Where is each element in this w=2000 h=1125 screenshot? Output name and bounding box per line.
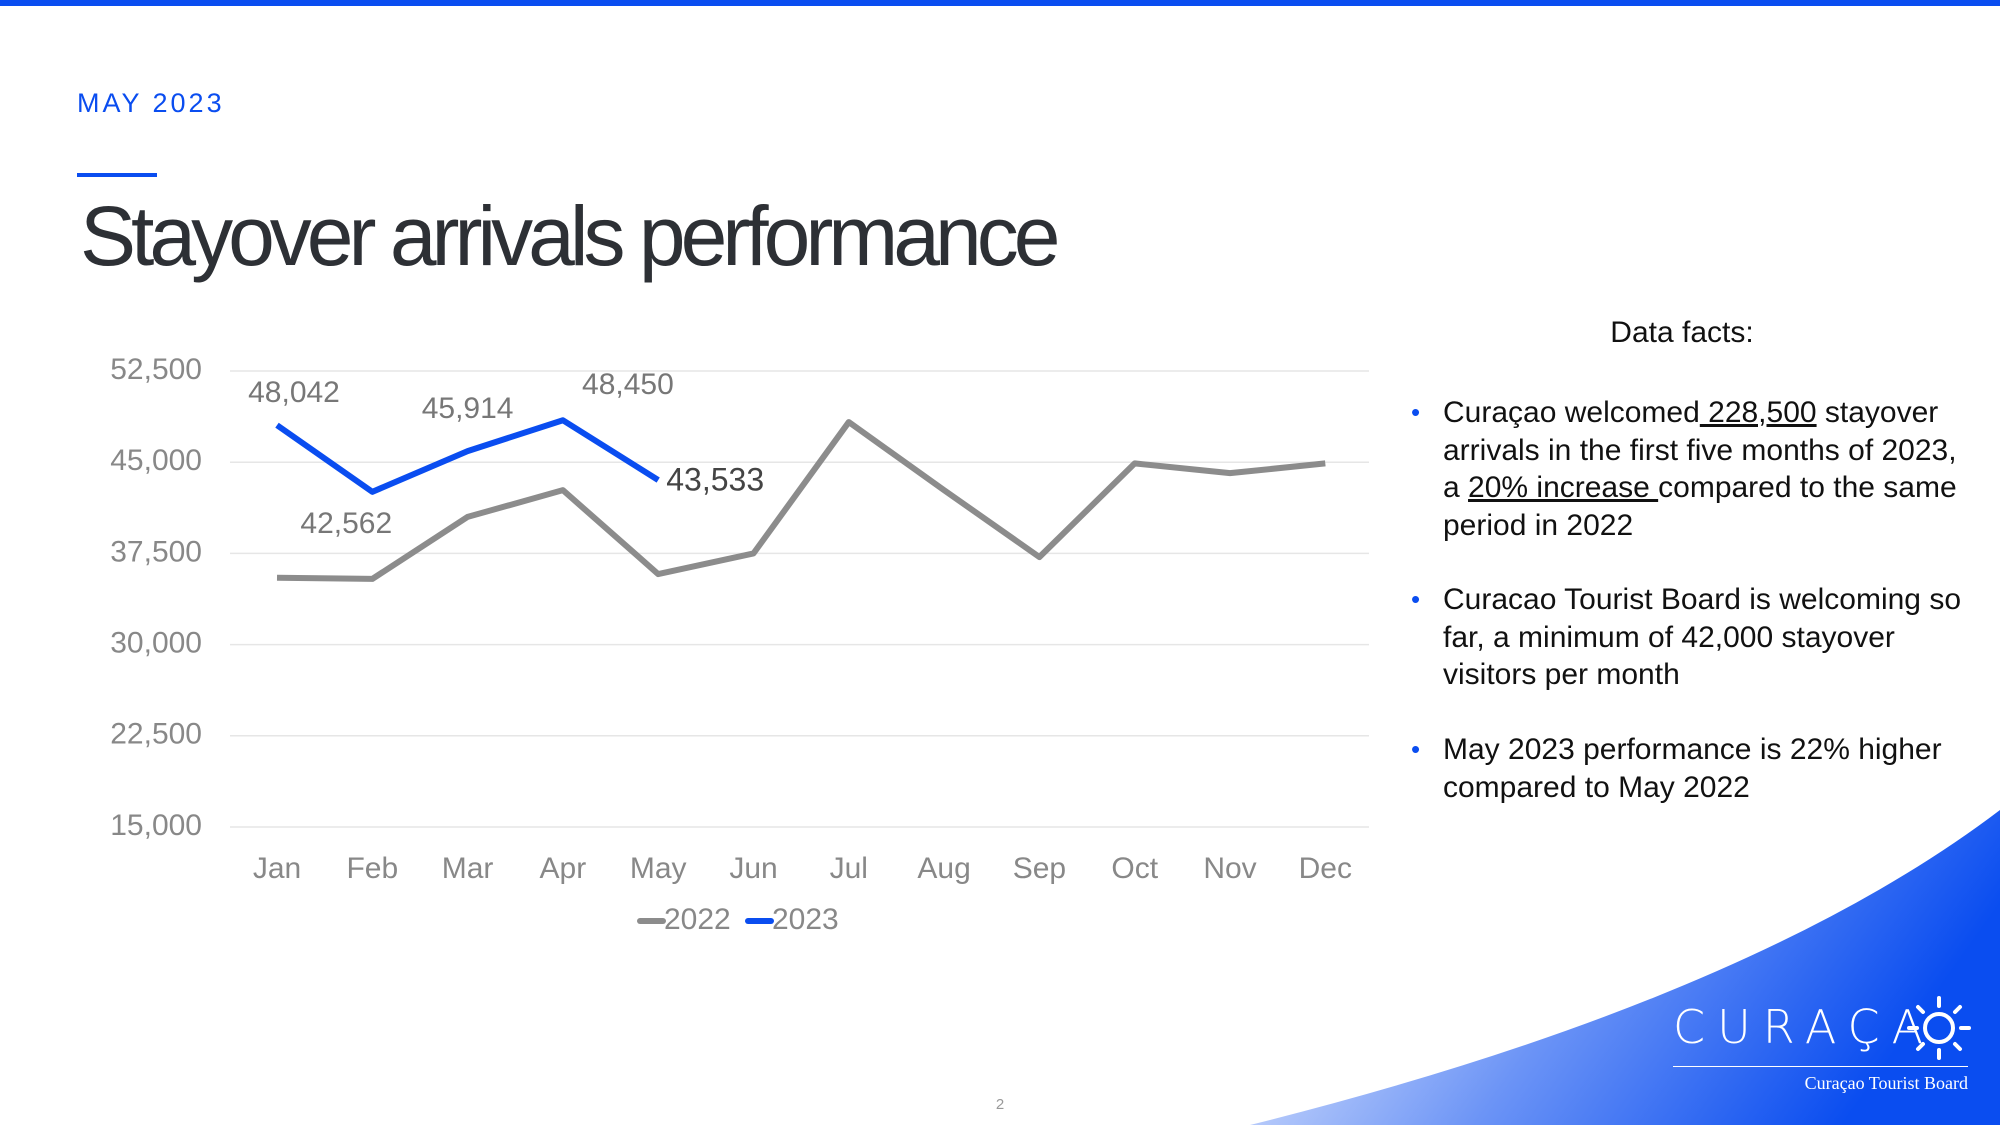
accent-dash [77, 173, 157, 177]
series-line [275, 417, 660, 495]
y-tick-label: 30,000 [110, 627, 202, 660]
series-line [276, 419, 1326, 582]
x-tick-label: Jun [729, 852, 777, 885]
data-label: 48,042 [248, 376, 340, 409]
fact-text: stayover arrivals in the first five mont… [1443, 396, 1957, 505]
x-tick-label: Nov [1203, 852, 1256, 885]
chart: 15,000 22,500 30,000 37,500 45,000 52,500 Jan F… [110, 353, 1369, 936]
x-tick-label: Jul [830, 852, 868, 885]
fact-text: 20% increase [1468, 471, 1659, 505]
x-tick-label: Feb [346, 852, 398, 885]
y-tick-label: 52,500 [110, 353, 202, 386]
data-label: 45,914 [422, 392, 514, 425]
x-tick-label: Jan [253, 852, 301, 885]
x-tick-label: Oct [1111, 852, 1158, 885]
facts-title: Data facts: [1610, 316, 1754, 349]
top-bar [0, 0, 2000, 6]
fact-text: compared to the same period in 2022 [1443, 471, 1957, 542]
data-label: 42,562 [300, 507, 392, 540]
fact: Curaçao welcomed 228,500 stayover arriva… [1411, 394, 1973, 544]
fact-text: 228,500 [1699, 396, 1817, 429]
y-tick-label: 15,000 [110, 809, 202, 842]
legend-label: 2023 [772, 903, 839, 936]
logo-subtitle: Curaçao Tourist Board [1804, 1073, 1968, 1093]
data-label: 48,450 [582, 368, 674, 401]
x-tick-label: May [630, 852, 687, 885]
x-tick-label: Mar [442, 852, 494, 885]
page-number: 2 [995, 1096, 1005, 1113]
fact: Curacao Tourist Board is welcoming so fa… [1411, 581, 1973, 694]
logo-rule [1673, 1066, 1968, 1067]
x-tick-label: Apr [540, 852, 587, 885]
fact-text: Curacao Tourist Board is welcoming so fa… [1443, 583, 1962, 692]
y-tick-label: 22,500 [110, 718, 202, 751]
fact-text: May 2023 performance is 22% higher compa… [1443, 733, 1942, 804]
fact: May 2023 performance is 22% higher compa… [1411, 731, 1973, 806]
x-tick-label: Sep [1013, 852, 1066, 885]
legend-label: 2022 [664, 903, 731, 936]
x-tick-label: Aug [917, 852, 970, 885]
y-tick-label: 37,500 [110, 535, 202, 568]
logo: CURAÇA [1673, 1000, 1936, 1054]
x-tick-label: Dec [1299, 852, 1352, 885]
date: MAY 2023 [77, 88, 225, 118]
logo-sun [1907, 996, 1971, 1060]
data-label: 43,533 [666, 461, 764, 497]
y-tick-label: 45,000 [110, 444, 202, 477]
title: Stayover arrivals performance [80, 189, 1060, 283]
fact-text: Curaçao welcomed [1443, 396, 1700, 429]
